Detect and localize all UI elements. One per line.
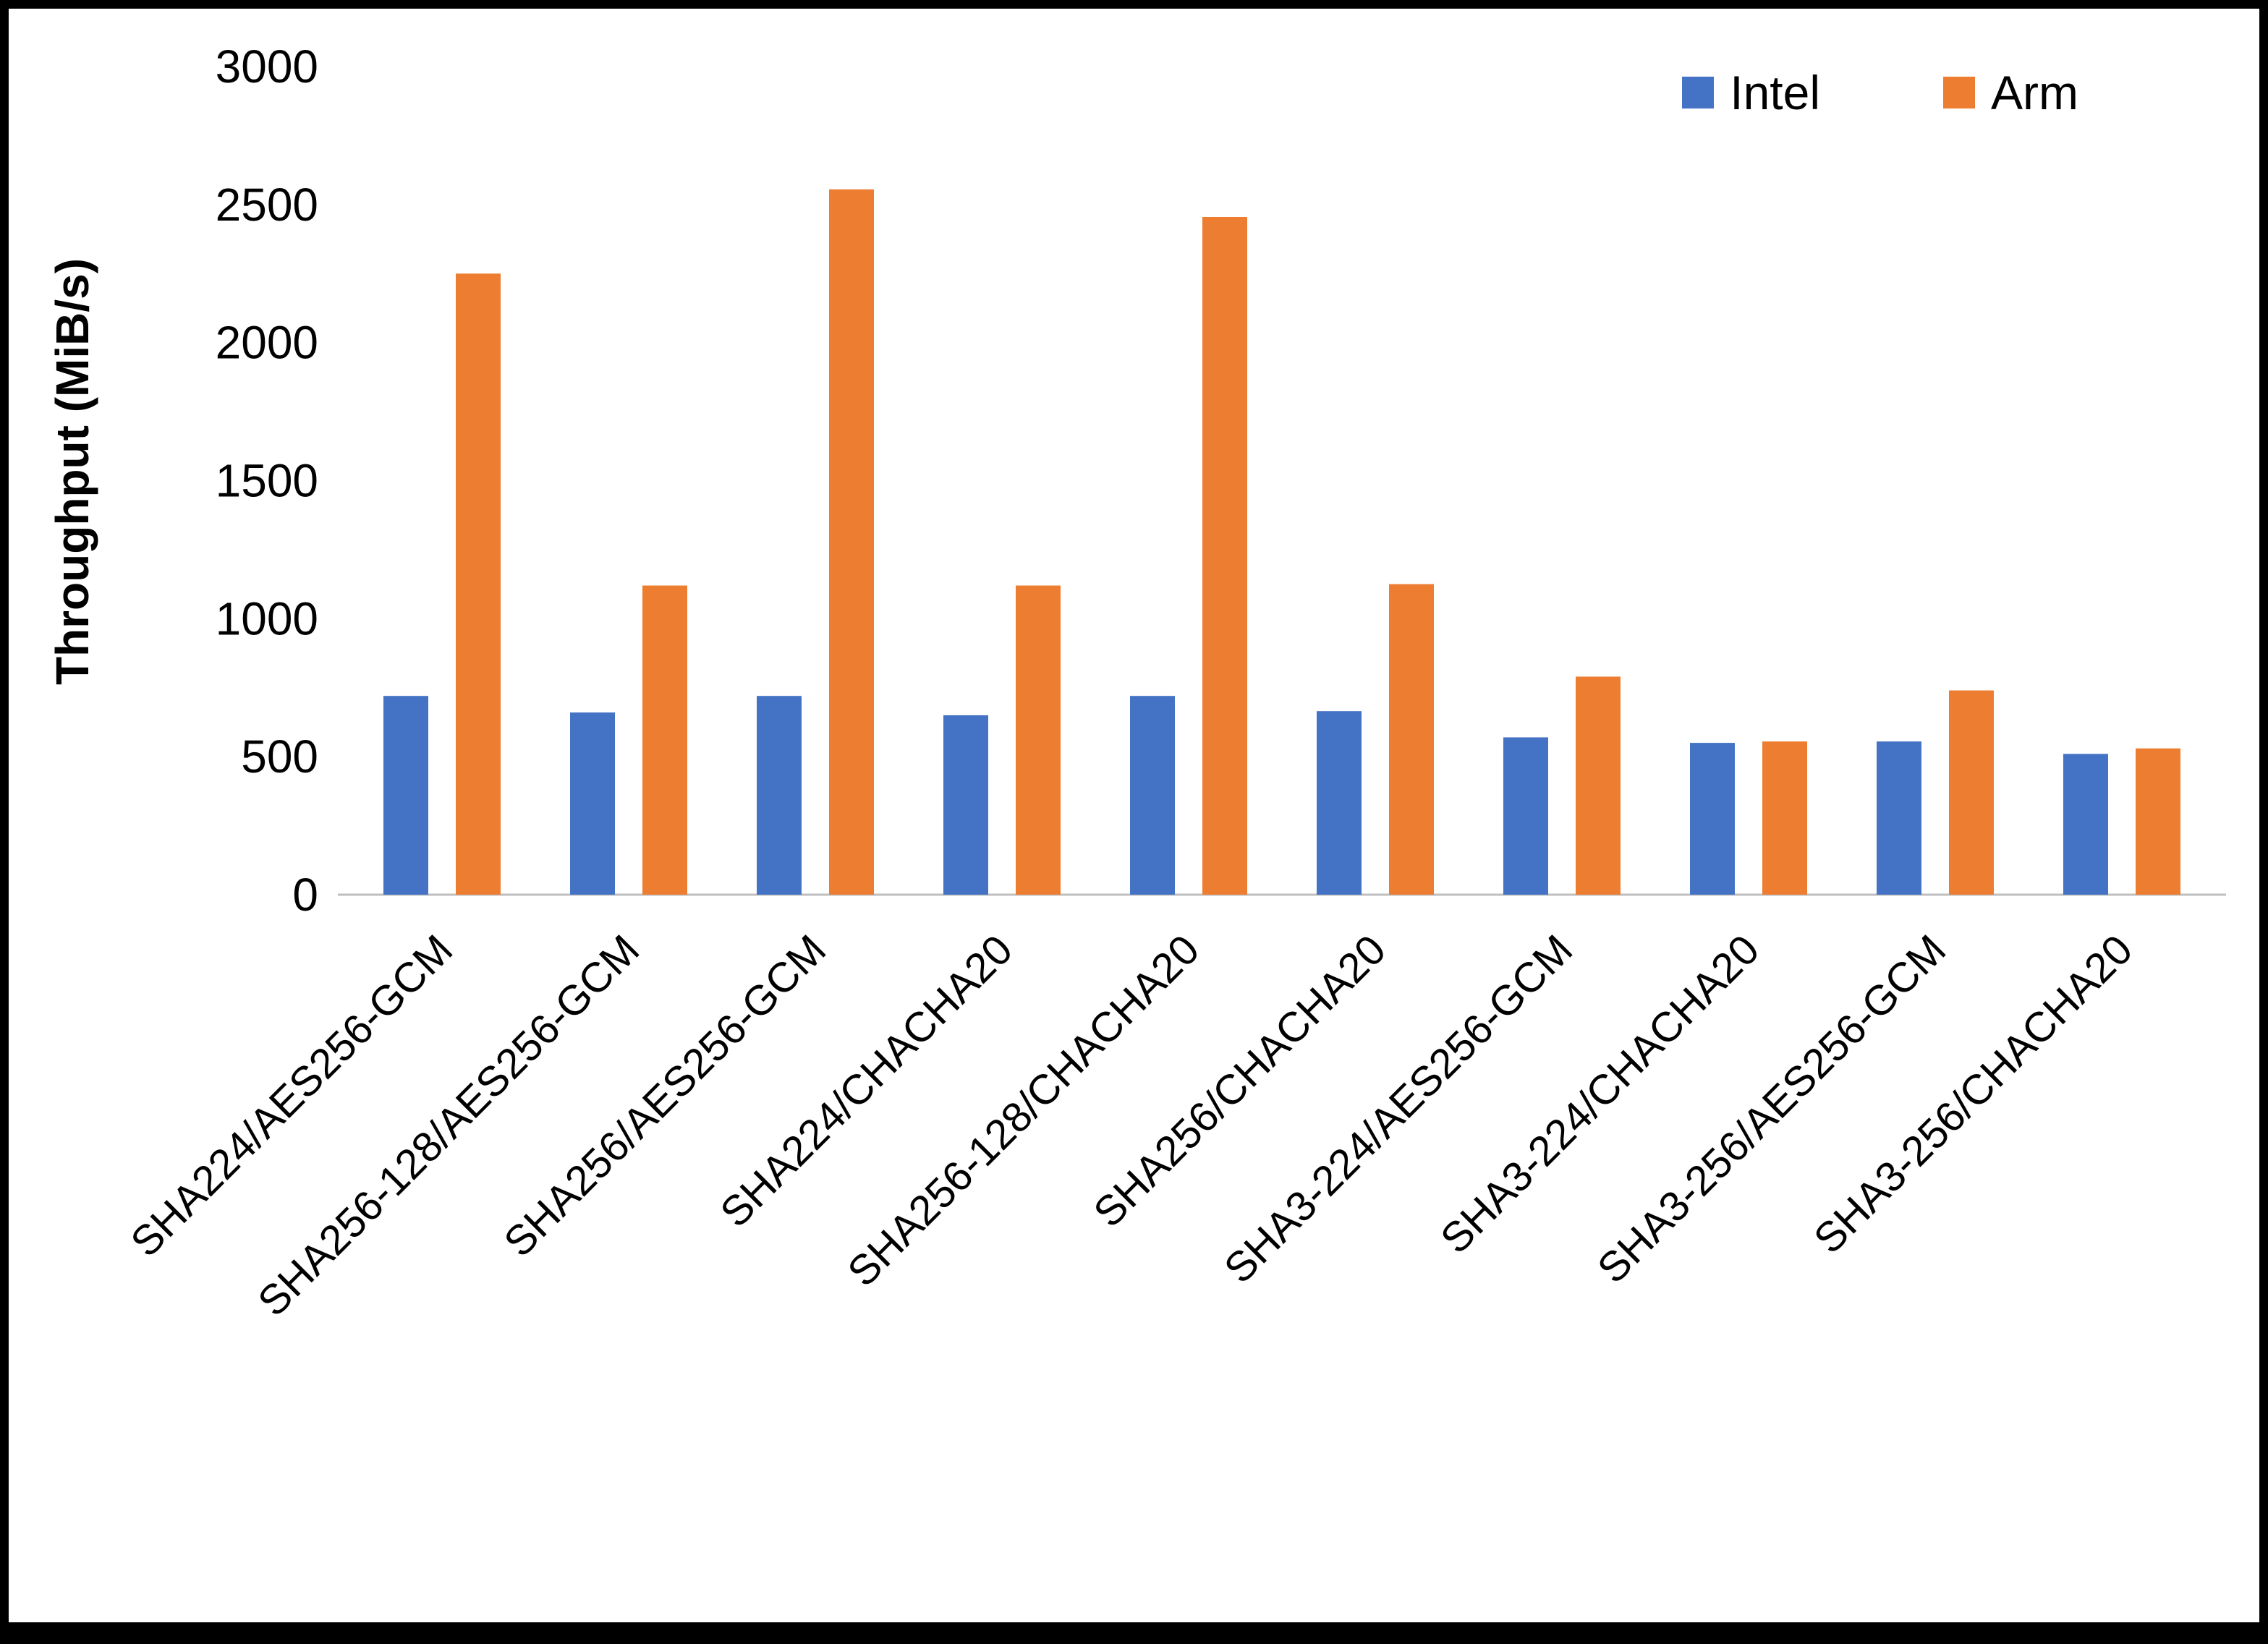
x-category-label: SHA3-224/AES256-GCM xyxy=(1215,926,1581,1292)
legend-item-arm: Arm xyxy=(1943,65,2078,120)
bar-intel-5 xyxy=(1317,711,1362,895)
bar-arm-4 xyxy=(1202,217,1247,895)
bar-arm-9 xyxy=(2136,748,2180,895)
x-category-label: SHA224/AES256-GCM xyxy=(122,926,462,1266)
bar-intel-9 xyxy=(2063,754,2108,895)
bar-arm-1 xyxy=(642,585,687,895)
x-category-label: SHA3-224/CHACHA20 xyxy=(1432,926,1768,1262)
legend-swatch-intel-icon xyxy=(1682,77,1715,108)
legend-item-intel: Intel xyxy=(1682,65,1820,120)
y-tick-label: 1500 xyxy=(216,455,318,507)
plot-area: 0 500 1000 1500 2000 2500 3000 SHA224/AES256-GC… xyxy=(122,41,2226,1325)
bar-arm-0 xyxy=(456,273,501,895)
x-category-label: SHA3-256/AES256-GCM xyxy=(1589,926,1955,1292)
y-tick-label: 2500 xyxy=(216,179,318,231)
bar-intel-2 xyxy=(757,696,802,895)
bar-intel-3 xyxy=(943,715,988,895)
bar-intel-8 xyxy=(1877,741,1921,895)
x-category-label: SHA256/AES256-GCM xyxy=(495,926,835,1266)
x-category-label: SHA256-128/CHACHA20 xyxy=(838,926,1208,1295)
bar-intel-7 xyxy=(1690,743,1735,895)
y-tick-label: 500 xyxy=(241,731,318,783)
x-category-label: SHA3-256/CHACHA20 xyxy=(1805,926,2141,1262)
bar-intel-6 xyxy=(1503,737,1548,895)
bar-arm-3 xyxy=(1016,585,1061,895)
legend-swatch-arm-icon xyxy=(1943,77,1976,108)
y-tick-label: 0 xyxy=(292,869,318,921)
bar-intel-1 xyxy=(570,712,615,895)
legend-label-arm: Arm xyxy=(1991,66,2078,119)
bar-arm-2 xyxy=(829,189,874,895)
bar-intel-4 xyxy=(1130,696,1175,895)
bar-arm-6 xyxy=(1576,676,1621,895)
bar-arm-8 xyxy=(1949,690,1994,895)
legend: Intel Arm xyxy=(1682,65,2078,120)
legend-label-intel: Intel xyxy=(1730,66,1821,119)
bar-arm-5 xyxy=(1389,584,1434,895)
y-tick-label: 2000 xyxy=(216,317,318,369)
y-tick-label: 3000 xyxy=(216,41,318,93)
bar-intel-0 xyxy=(383,696,428,895)
bar-arm-7 xyxy=(1762,741,1807,895)
x-category-label: SHA256-128/AES256-GCM xyxy=(249,926,648,1325)
y-tick-label: 1000 xyxy=(216,592,318,644)
